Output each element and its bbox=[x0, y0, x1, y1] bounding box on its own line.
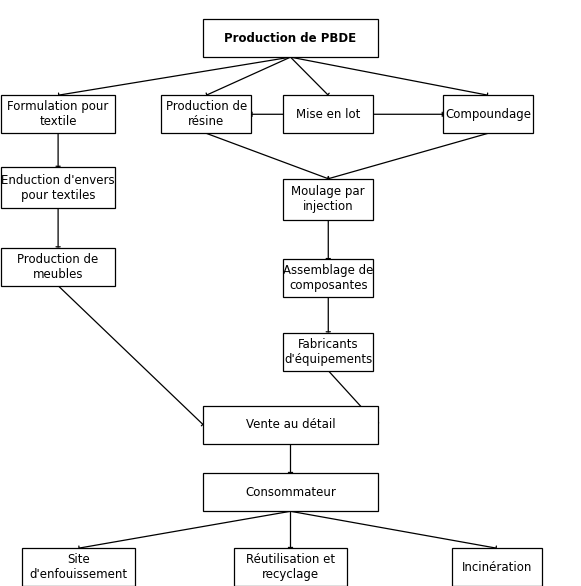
FancyBboxPatch shape bbox=[203, 19, 378, 57]
Text: Compoundage: Compoundage bbox=[445, 108, 531, 121]
FancyBboxPatch shape bbox=[283, 332, 373, 370]
FancyBboxPatch shape bbox=[443, 95, 533, 133]
FancyBboxPatch shape bbox=[283, 179, 373, 220]
Text: Production de PBDE: Production de PBDE bbox=[224, 32, 357, 45]
Text: Mise en lot: Mise en lot bbox=[296, 108, 360, 121]
Text: Production de
résine: Production de résine bbox=[166, 100, 247, 128]
Text: Production de
meubles: Production de meubles bbox=[17, 253, 99, 281]
Text: Incinération: Incinération bbox=[461, 561, 532, 574]
Text: Enduction d'envers
pour textiles: Enduction d'envers pour textiles bbox=[1, 173, 115, 202]
FancyBboxPatch shape bbox=[234, 548, 347, 586]
Text: Formulation pour
textile: Formulation pour textile bbox=[8, 100, 109, 128]
Text: Assemblage de
composantes: Assemblage de composantes bbox=[283, 264, 374, 292]
Text: Moulage par
injection: Moulage par injection bbox=[292, 185, 365, 213]
Text: Réutilisation et
recyclage: Réutilisation et recyclage bbox=[246, 553, 335, 581]
FancyBboxPatch shape bbox=[22, 548, 135, 586]
Text: Vente au détail: Vente au détail bbox=[246, 418, 335, 431]
Text: Site
d'enfouissement: Site d'enfouissement bbox=[30, 553, 127, 581]
Text: Fabricants
d'équipements: Fabricants d'équipements bbox=[284, 338, 372, 366]
FancyBboxPatch shape bbox=[161, 95, 251, 133]
FancyBboxPatch shape bbox=[452, 548, 542, 586]
FancyBboxPatch shape bbox=[2, 247, 115, 285]
Text: Consommateur: Consommateur bbox=[245, 486, 336, 499]
FancyBboxPatch shape bbox=[2, 167, 115, 208]
FancyBboxPatch shape bbox=[283, 259, 373, 297]
FancyBboxPatch shape bbox=[203, 473, 378, 511]
FancyBboxPatch shape bbox=[203, 406, 378, 444]
FancyBboxPatch shape bbox=[2, 95, 115, 133]
FancyBboxPatch shape bbox=[283, 95, 373, 133]
